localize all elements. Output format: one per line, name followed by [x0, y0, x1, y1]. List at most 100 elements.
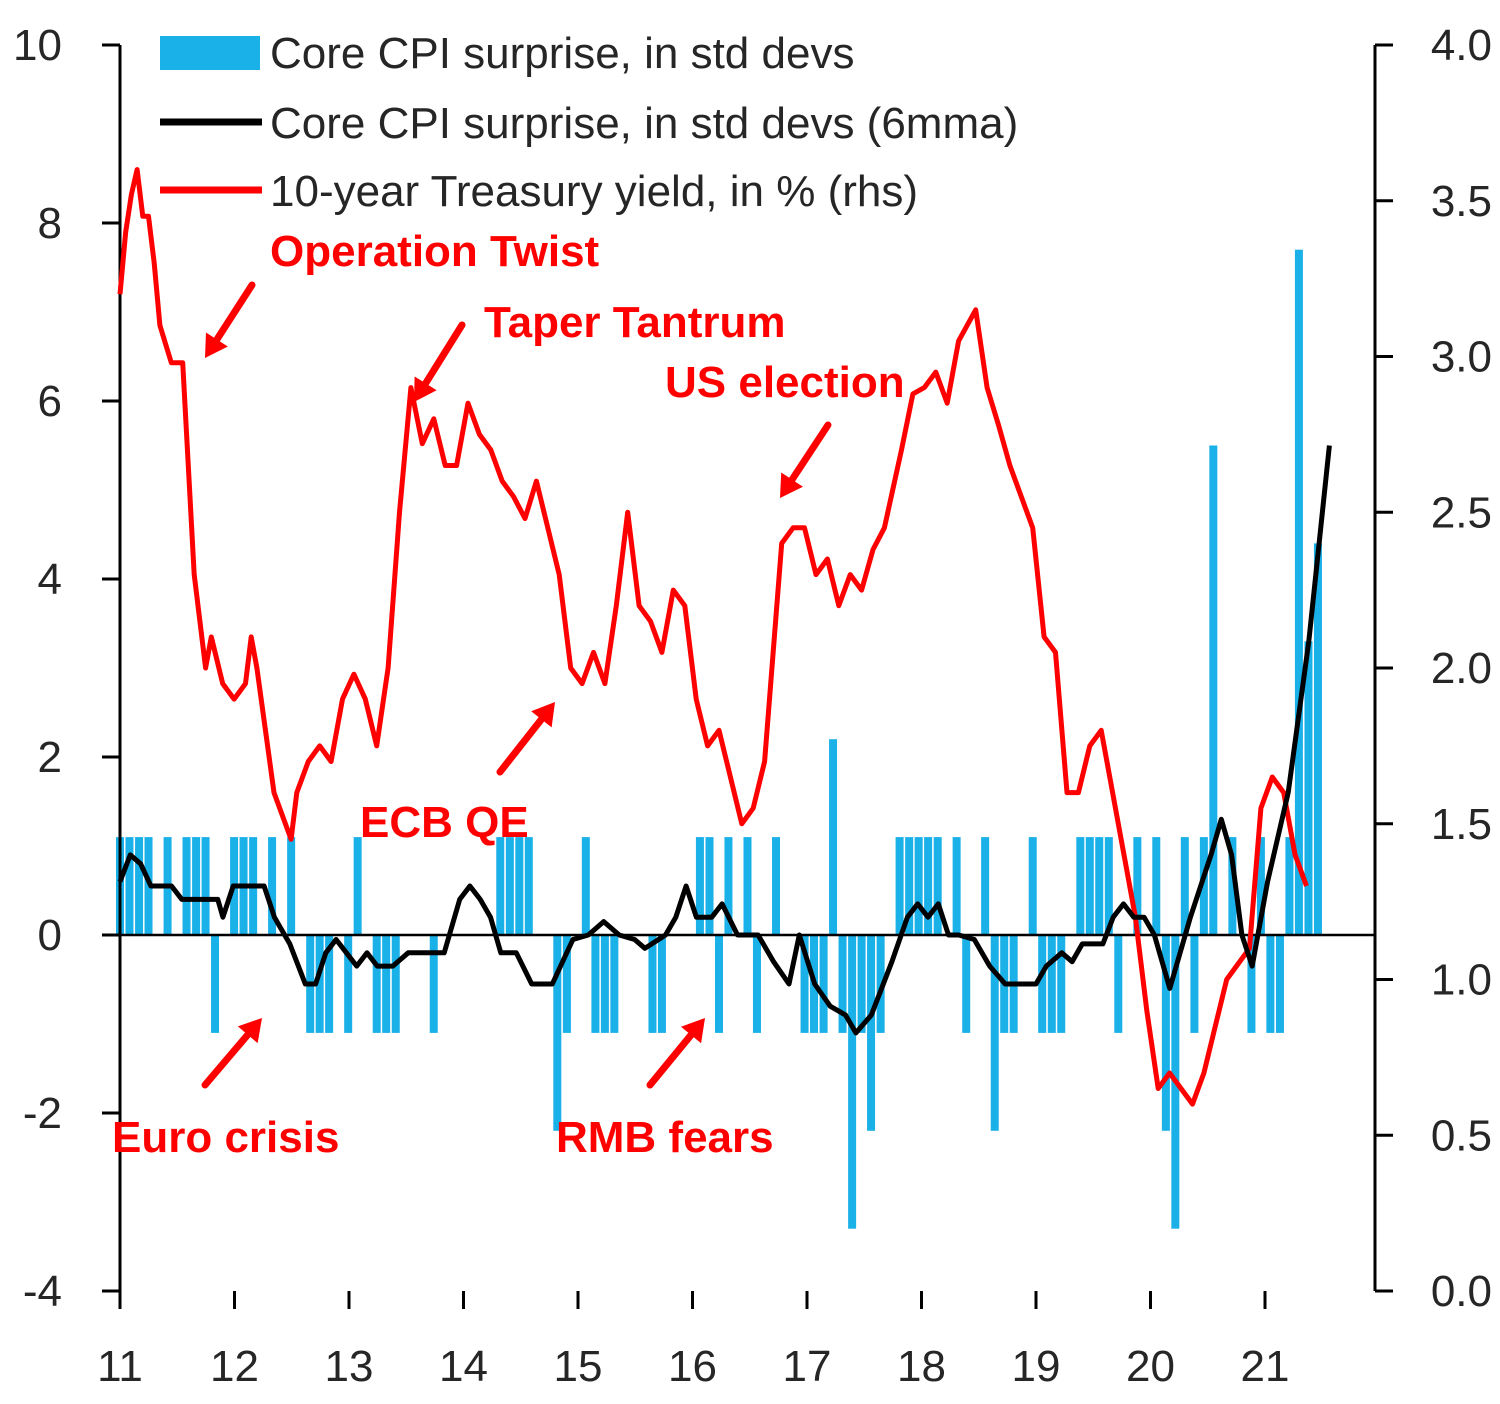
- surprise-bar-80: [1247, 935, 1256, 1033]
- surprise-bar-83: [1275, 935, 1284, 1033]
- annotation-label-2: US election: [665, 358, 905, 407]
- annotation-arrow-head-3: [531, 702, 555, 728]
- surprise-bar-57: [962, 935, 971, 1033]
- annotation-label-1: Taper Tantrum: [484, 298, 786, 347]
- surprise-bar-85: [1294, 249, 1303, 935]
- surprise-bar-65: [1057, 935, 1066, 1033]
- surprise-bar-73: [1161, 935, 1170, 1131]
- annotation-arrow-head-0: [205, 332, 228, 358]
- lines-layer: [117, 167, 1332, 1107]
- surprise-bar-67: [1085, 837, 1094, 935]
- surprise-bar-75: [1180, 837, 1189, 935]
- x-tick-label-7: 18: [897, 1342, 946, 1391]
- surprise-6mma-line: [117, 445, 1332, 1036]
- surprise-bar-82: [1266, 935, 1275, 1033]
- x-tick-label-4: 15: [554, 1342, 603, 1391]
- annotations: Operation Twist Taper Tantrum US election E…: [112, 227, 905, 1162]
- surprise-bar-64: [1047, 935, 1056, 1033]
- surprise-bar-79: [1228, 837, 1237, 935]
- surprise-bar-47: [848, 935, 857, 1229]
- surprise-bar-17: [344, 935, 353, 1033]
- annotation-arrow-head-1: [414, 376, 437, 402]
- surprise-bar-84: [1285, 837, 1294, 935]
- x-tick-label-8: 19: [1012, 1342, 1061, 1391]
- left-tick-label-3: 4: [38, 555, 62, 604]
- surprise-bar-53: [914, 837, 923, 935]
- surprise-bar-12: [268, 837, 277, 935]
- surprise-bar-59: [990, 935, 999, 1131]
- annotation-label-4: Euro crisis: [112, 1113, 339, 1162]
- surprise-bar-31: [600, 935, 609, 1033]
- surprise-bar-5: [182, 837, 191, 935]
- treasury-yield-line: [117, 167, 1309, 1107]
- surprise-bar-78: [1209, 445, 1218, 935]
- annotation-arrow-shaft-2: [788, 421, 832, 484]
- left-tick-label-7: -4: [23, 1267, 62, 1316]
- surprise-bar-52: [905, 837, 914, 935]
- annotation-label-0: Operation Twist: [270, 227, 600, 276]
- right-tick-label-2: 3.0: [1431, 333, 1492, 382]
- annotation-arrow-shaft-1: [422, 321, 466, 387]
- annotation-arrow-head-4: [237, 1018, 262, 1044]
- surprise-bar-20: [382, 935, 391, 1033]
- ticks-layer: 1086420-2-44.03.53.02.52.01.51.00.50.011…: [13, 21, 1492, 1391]
- left-tick-label-2: 6: [38, 377, 62, 426]
- x-tick-label-10: 21: [1241, 1342, 1290, 1391]
- x-tick-label-9: 20: [1126, 1342, 1175, 1391]
- surprise-bar-35: [695, 837, 704, 935]
- surprise-bar-22: [429, 935, 438, 1033]
- surprise-bar-18: [353, 837, 362, 935]
- surprise-bar-63: [1038, 935, 1047, 1033]
- surprise-bar-86: [1304, 641, 1313, 935]
- surprise-bar-29: [581, 837, 590, 935]
- surprise-bar-54: [924, 837, 933, 935]
- surprise-bar-36: [705, 837, 714, 935]
- surprise-bar-15: [315, 935, 324, 1033]
- surprise-bar-32: [610, 935, 619, 1033]
- surprise-bar-41: [772, 837, 781, 935]
- surprise-bar-49: [867, 935, 876, 1131]
- left-tick-label-0: 10: [13, 21, 62, 70]
- annotation-label-5: RMB fears: [556, 1113, 774, 1162]
- right-tick-label-6: 1.0: [1431, 956, 1492, 1005]
- surprise-bar-51: [895, 837, 904, 935]
- legend-swatch-bar: [160, 36, 260, 70]
- right-tick-label-3: 2.5: [1431, 488, 1492, 537]
- surprise-bar-68: [1095, 837, 1104, 935]
- surprise-bar-1: [125, 837, 134, 935]
- surprise-bar-19: [372, 935, 381, 1033]
- annotation-arrow-head-2: [780, 472, 803, 498]
- surprise-bar-62: [1028, 837, 1037, 935]
- annotation-arrow-shaft-0: [213, 281, 256, 344]
- surprise-bar-28: [562, 935, 571, 1033]
- surprise-bar-56: [952, 837, 961, 935]
- surprise-bar-81: [1256, 837, 1265, 935]
- legend-label-2: 10-year Treasury yield, in % (rhs): [270, 167, 918, 216]
- annotation-label-3: ECB QE: [360, 798, 529, 847]
- x-tick-label-3: 14: [439, 1342, 488, 1391]
- annotation-arrow-shaft-3: [496, 715, 545, 776]
- x-tick-label-6: 17: [783, 1342, 832, 1391]
- surprise-bar-42: [800, 935, 809, 1033]
- surprise-bar-66: [1076, 837, 1085, 935]
- surprise-bar-24: [505, 837, 514, 935]
- surprise-bar-2: [135, 837, 144, 935]
- surprise-bar-70: [1114, 935, 1123, 1033]
- surprise-bar-69: [1104, 837, 1113, 935]
- left-tick-label-6: -2: [23, 1089, 62, 1138]
- surprise-bar-6: [192, 837, 201, 935]
- surprise-bar-30: [591, 935, 600, 1033]
- surprise-bar-34: [657, 935, 666, 1033]
- x-tick-label-1: 12: [210, 1342, 259, 1391]
- bars-layer: [116, 249, 1322, 1229]
- right-tick-label-8: 0.0: [1431, 1267, 1492, 1316]
- annotation-arrow-shaft-4: [201, 1031, 252, 1089]
- surprise-bar-39: [743, 837, 752, 935]
- surprise-bar-87: [1313, 543, 1322, 935]
- surprise-bar-71: [1133, 837, 1142, 935]
- x-tick-label-0: 11: [97, 1342, 143, 1391]
- surprise-bar-27: [553, 935, 562, 1131]
- surprise-bar-16: [325, 935, 334, 1033]
- right-tick-label-4: 2.0: [1431, 644, 1492, 693]
